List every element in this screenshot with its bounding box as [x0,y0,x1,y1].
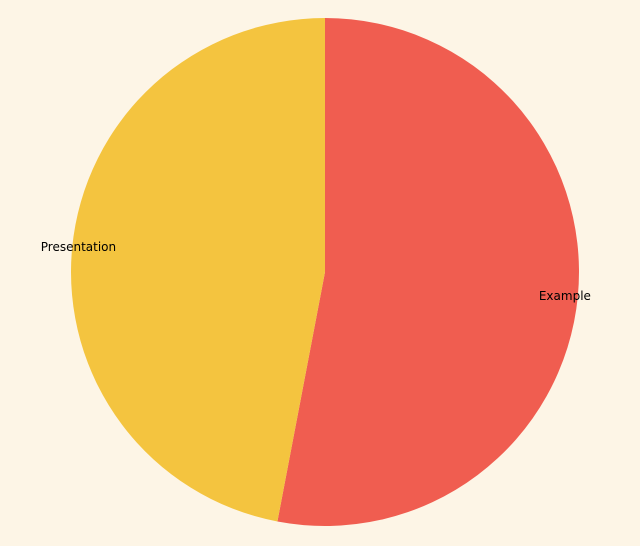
pie-label-presentation: Presentation [41,240,116,254]
pie-label-example: Example [539,289,591,303]
pie-slice-example [277,18,579,526]
pie-slice-presentation [70,18,325,522]
